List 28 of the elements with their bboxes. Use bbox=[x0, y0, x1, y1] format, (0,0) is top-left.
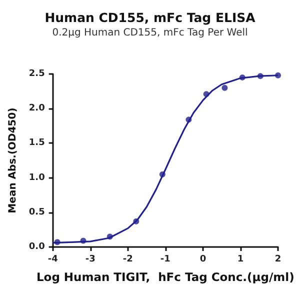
point bbox=[275, 72, 281, 78]
y-tick-label: 1.5 bbox=[28, 138, 45, 148]
point bbox=[106, 234, 113, 240]
y-tick-label: 2.5 bbox=[28, 69, 45, 79]
point bbox=[54, 239, 60, 246]
y-tick-label: 0.5 bbox=[28, 207, 45, 218]
x-tick-label: -3 bbox=[85, 254, 96, 264]
chart-title: Human CD155, mFc Tag ELISA bbox=[44, 10, 256, 25]
y-tick-label: 2.0 bbox=[28, 104, 45, 114]
x-tick-label: -4 bbox=[48, 254, 58, 264]
x-tick-label: -1 bbox=[160, 254, 170, 264]
point bbox=[239, 74, 246, 80]
chart-subtitle: 0.2μg Human CD155, mFc Tag Per Well bbox=[52, 28, 248, 38]
y-axis-title: Mean Abs.(OD450) bbox=[8, 108, 18, 214]
y-tick-label: 0.0 bbox=[28, 242, 45, 252]
y-tick-label: 1.0 bbox=[28, 172, 45, 183]
point bbox=[186, 116, 192, 123]
x-axis-title: Log Human TIGIT, hFc Tag Conc.(μg/ml) bbox=[36, 270, 294, 284]
x-tick-label: 0 bbox=[200, 254, 206, 264]
point bbox=[203, 91, 210, 98]
x-tick-label: 2 bbox=[274, 254, 282, 264]
point bbox=[222, 84, 228, 91]
point bbox=[257, 73, 264, 80]
x-tick-label: -2 bbox=[122, 254, 133, 264]
point bbox=[80, 238, 86, 244]
point bbox=[133, 218, 140, 224]
x-tick-label: 1 bbox=[237, 254, 244, 264]
point bbox=[159, 171, 166, 178]
